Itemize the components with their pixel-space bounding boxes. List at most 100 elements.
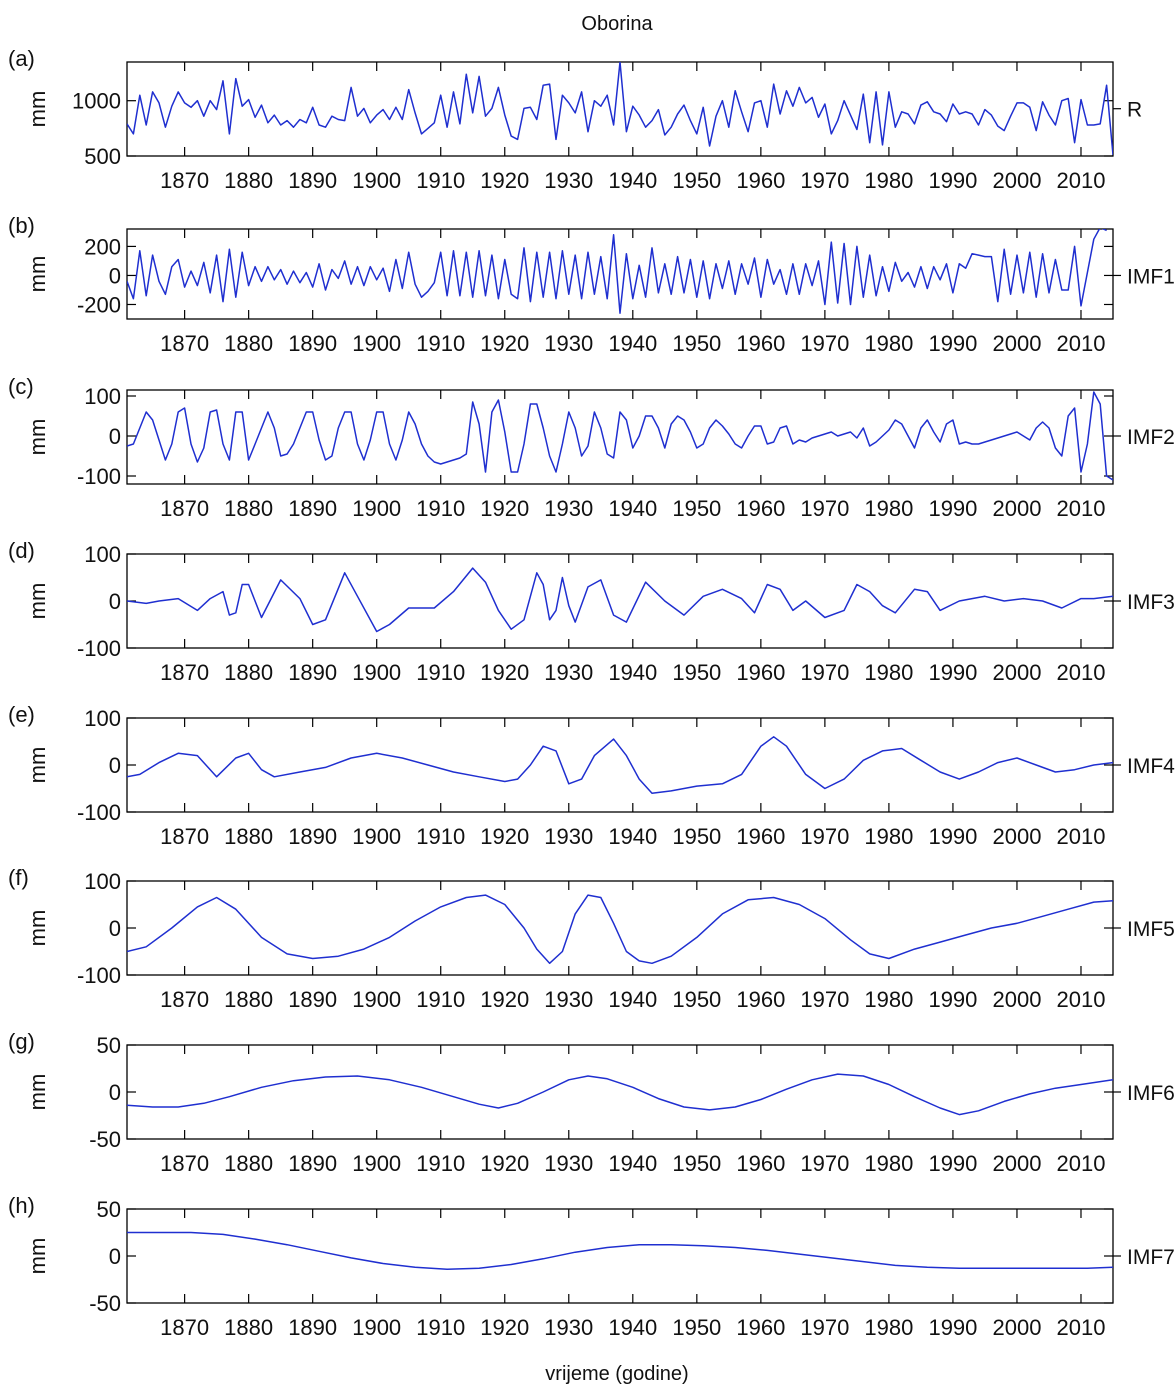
series-line xyxy=(127,229,1107,314)
x-tick-label: 1870 xyxy=(160,1315,209,1340)
y-axis-label: mm xyxy=(25,256,50,293)
series-line xyxy=(127,1073,1113,1116)
x-tick-label: 1900 xyxy=(352,168,401,193)
x-tick-label: 1920 xyxy=(480,331,529,356)
x-tick-label: 2010 xyxy=(1057,660,1106,685)
x-tick-label: 1930 xyxy=(544,824,593,849)
panel-letter: (f) xyxy=(8,865,29,890)
x-tick-label: 1920 xyxy=(480,1151,529,1176)
y-axis-label: mm xyxy=(25,419,50,456)
series-label: IMF3 xyxy=(1127,591,1175,614)
plot-frame xyxy=(126,389,1114,485)
x-tick-label: 2010 xyxy=(1057,987,1106,1012)
x-tick-label: 1910 xyxy=(416,1315,465,1340)
series-line xyxy=(127,391,1113,481)
series-line xyxy=(127,567,1113,633)
chart-panel: 1870 1880 1890 1900 1910 1920 1930 1940 1950 1960… xyxy=(8,46,1142,193)
plot-frame xyxy=(126,717,1114,813)
panel-letter: (g) xyxy=(8,1029,35,1054)
chart-panel: 1870 1880 1890 1900 1910 1920 1930 1940 1950 1960… xyxy=(8,1029,1175,1176)
y-tick-label: -50 xyxy=(89,1127,121,1152)
x-tick-label: 1910 xyxy=(416,824,465,849)
series-line xyxy=(127,736,1113,794)
series-line xyxy=(127,1231,1113,1270)
x-tick-label: 1980 xyxy=(864,660,913,685)
y-tick-label: 100 xyxy=(84,706,121,731)
y-tick-label: 0 xyxy=(109,1244,121,1269)
series-line xyxy=(127,894,1113,965)
x-tick-label: 1980 xyxy=(864,496,913,521)
x-tick-label: 1930 xyxy=(544,660,593,685)
y-tick-label: 50 xyxy=(97,1033,121,1058)
x-tick-label: 1940 xyxy=(608,987,657,1012)
y-axis-label: mm xyxy=(25,747,50,784)
series-label: IMF6 xyxy=(1127,1082,1175,1105)
x-tick-label: 1900 xyxy=(352,987,401,1012)
series-label: IMF5 xyxy=(1127,918,1175,941)
y-tick-label: 50 xyxy=(97,1197,121,1222)
x-tick-label: 1980 xyxy=(864,1151,913,1176)
x-tick-label: 1900 xyxy=(352,660,401,685)
x-tick-label: 1990 xyxy=(928,660,977,685)
x-tick-label: 2000 xyxy=(992,331,1041,356)
x-tick-label: 1940 xyxy=(608,331,657,356)
x-tick-label: 1890 xyxy=(288,168,337,193)
y-tick-label: 500 xyxy=(84,144,121,169)
x-tick-label: 1900 xyxy=(352,824,401,849)
x-tick-label: 1930 xyxy=(544,496,593,521)
x-tick-label: 2010 xyxy=(1057,496,1106,521)
x-tick-label: 1990 xyxy=(928,987,977,1012)
x-tick-label: 1920 xyxy=(480,496,529,521)
x-tick-label: 1880 xyxy=(224,496,273,521)
x-tick-label: 1940 xyxy=(608,660,657,685)
figure-xlabel: vrijeme (godine) xyxy=(545,1363,688,1385)
x-tick-label: 1940 xyxy=(608,1315,657,1340)
y-tick-label: 100 xyxy=(84,384,121,409)
x-tick-label: 1950 xyxy=(672,660,721,685)
y-tick-label: -200 xyxy=(77,292,121,317)
panels: 1870 1880 1890 1900 1910 1920 1930 1940 1950 1960… xyxy=(8,46,1175,1340)
x-tick-label: 1900 xyxy=(352,1315,401,1340)
x-tick-label: 1880 xyxy=(224,987,273,1012)
x-tick-label: 1990 xyxy=(928,824,977,849)
y-tick-label: 0 xyxy=(109,589,121,614)
x-tick-label: 1900 xyxy=(352,1151,401,1176)
x-tick-label: 1880 xyxy=(224,331,273,356)
x-tick-label: 1980 xyxy=(864,331,913,356)
x-tick-label: 1980 xyxy=(864,1315,913,1340)
x-tick-label: 1960 xyxy=(736,331,785,356)
series-label: IMF4 xyxy=(1127,755,1175,778)
y-axis-label: mm xyxy=(25,1238,50,1275)
x-tick-label: 1890 xyxy=(288,824,337,849)
x-tick-label: 1950 xyxy=(672,496,721,521)
y-tick-label: 0 xyxy=(109,916,121,941)
panel-letter: (d) xyxy=(8,538,35,563)
plot-frame xyxy=(126,880,1114,976)
plot-frame xyxy=(126,1208,1114,1304)
y-tick-label: 0 xyxy=(109,753,121,778)
x-tick-label: 1910 xyxy=(416,496,465,521)
y-tick-label: 1000 xyxy=(72,89,121,114)
x-tick-label: 1970 xyxy=(800,1151,849,1176)
x-tick-label: 2000 xyxy=(992,660,1041,685)
series-label: IMF2 xyxy=(1127,426,1175,449)
y-tick-label: 0 xyxy=(109,424,121,449)
x-tick-label: 1870 xyxy=(160,824,209,849)
x-tick-label: 1920 xyxy=(480,660,529,685)
chart-panel: 1870 1880 1890 1900 1910 1920 1930 1940 1950 1960… xyxy=(8,865,1175,1012)
series-label: R xyxy=(1127,99,1142,122)
x-tick-label: 1930 xyxy=(544,331,593,356)
x-tick-label: 2010 xyxy=(1057,1151,1106,1176)
x-tick-label: 1870 xyxy=(160,331,209,356)
x-tick-label: 1880 xyxy=(224,660,273,685)
x-tick-label: 1890 xyxy=(288,496,337,521)
x-tick-label: 1950 xyxy=(672,168,721,193)
x-tick-label: 1980 xyxy=(864,168,913,193)
x-tick-label: 2000 xyxy=(992,1151,1041,1176)
y-tick-label: 100 xyxy=(84,869,121,894)
x-tick-label: 2010 xyxy=(1057,1315,1106,1340)
y-tick-label: 0 xyxy=(109,1080,121,1105)
x-tick-label: 1950 xyxy=(672,1315,721,1340)
chart-panel: 1870 1880 1890 1900 1910 1920 1930 1940 1950 1960… xyxy=(8,374,1175,521)
x-tick-label: 2000 xyxy=(992,824,1041,849)
